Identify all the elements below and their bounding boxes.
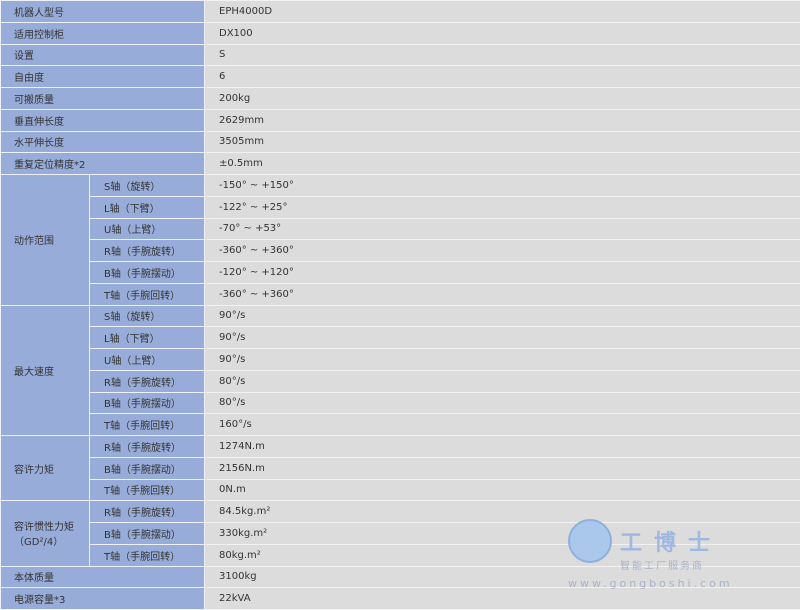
row-value: DX100 bbox=[205, 22, 800, 44]
row-label: 设置 bbox=[1, 44, 205, 66]
axis-value: -120° ~ +120° bbox=[205, 262, 800, 284]
table-row: 重复定位精度*2±0.5mm bbox=[1, 153, 800, 175]
axis-label: U轴（上臂） bbox=[90, 218, 205, 240]
axis-value: 90°/s bbox=[205, 327, 800, 349]
group-label: 动作范围 bbox=[1, 175, 90, 306]
row-label: 垂直伸长度 bbox=[1, 109, 205, 131]
row-label: 机器人型号 bbox=[1, 1, 205, 23]
table-row: U轴（上臂）-70° ~ +53° bbox=[1, 218, 800, 240]
row-label: 本体质量 bbox=[1, 566, 205, 588]
table-row: R轴（手腕旋转）-360° ~ +360° bbox=[1, 240, 800, 262]
table-row: U轴（上臂）90°/s bbox=[1, 349, 800, 371]
row-label: 可搬质量 bbox=[1, 88, 205, 110]
row-label: 自由度 bbox=[1, 66, 205, 88]
axis-label: L轴（下臂） bbox=[90, 327, 205, 349]
axis-label: S轴（旋转） bbox=[90, 305, 205, 327]
table-row: R轴（手腕旋转）80°/s bbox=[1, 370, 800, 392]
axis-label: T轴（手腕回转） bbox=[90, 414, 205, 436]
table-row: B轴（手腕摆动）80°/s bbox=[1, 392, 800, 414]
axis-value: 160°/s bbox=[205, 414, 800, 436]
axis-label: R轴（手腕旋转） bbox=[90, 240, 205, 262]
axis-label: U轴（上臂） bbox=[90, 349, 205, 371]
axis-value: 1274N.m bbox=[205, 436, 800, 458]
axis-value: -122° ~ +25° bbox=[205, 196, 800, 218]
row-value: EPH4000D bbox=[205, 1, 800, 23]
row-label: 重复定位精度*2 bbox=[1, 153, 205, 175]
table-row: T轴（手腕回转）160°/s bbox=[1, 414, 800, 436]
row-value: 6 bbox=[205, 66, 800, 88]
row-label: 适用控制柜 bbox=[1, 22, 205, 44]
axis-label: B轴（手腕摆动） bbox=[90, 523, 205, 545]
axis-value: 90°/s bbox=[205, 349, 800, 371]
axis-value: 0N.m bbox=[205, 479, 800, 501]
axis-value: 80°/s bbox=[205, 392, 800, 414]
group-label: 容许惯性力矩（GD²/4） bbox=[1, 501, 90, 566]
axis-value: 90°/s bbox=[205, 305, 800, 327]
table-row: L轴（下臂）-122° ~ +25° bbox=[1, 196, 800, 218]
axis-label: B轴（手腕摆动） bbox=[90, 392, 205, 414]
group-label: 容许力矩 bbox=[1, 436, 90, 501]
table-row: T轴（手腕回转）80kg.m² bbox=[1, 544, 800, 566]
axis-label: R轴（手腕旋转） bbox=[90, 436, 205, 458]
row-value: 3100kg bbox=[205, 566, 800, 588]
row-label: 电源容量*3 bbox=[1, 588, 205, 610]
axis-label: B轴（手腕摆动） bbox=[90, 457, 205, 479]
axis-label: R轴（手腕旋转） bbox=[90, 501, 205, 523]
row-value: 22kVA bbox=[205, 588, 800, 610]
axis-value: 2156N.m bbox=[205, 457, 800, 479]
axis-value: -150° ~ +150° bbox=[205, 175, 800, 197]
table-row: 容许惯性力矩（GD²/4）R轴（手腕旋转）84.5kg.m² bbox=[1, 501, 800, 523]
axis-value: -360° ~ +360° bbox=[205, 283, 800, 305]
row-value: 200kg bbox=[205, 88, 800, 110]
axis-value: -70° ~ +53° bbox=[205, 218, 800, 240]
axis-label: R轴（手腕旋转） bbox=[90, 370, 205, 392]
axis-label: T轴（手腕回转） bbox=[90, 544, 205, 566]
axis-value: 80°/s bbox=[205, 370, 800, 392]
row-value: S bbox=[205, 44, 800, 66]
table-row: B轴（手腕摆动）2156N.m bbox=[1, 457, 800, 479]
group-label: 最大速度 bbox=[1, 305, 90, 436]
axis-label: T轴（手腕回转） bbox=[90, 479, 205, 501]
axis-value: 330kg.m² bbox=[205, 523, 800, 545]
row-value: 2629mm bbox=[205, 109, 800, 131]
axis-value: 80kg.m² bbox=[205, 544, 800, 566]
row-value: 3505mm bbox=[205, 131, 800, 153]
axis-value: 84.5kg.m² bbox=[205, 501, 800, 523]
axis-label: L轴（下臂） bbox=[90, 196, 205, 218]
table-row: T轴（手腕回转）-360° ~ +360° bbox=[1, 283, 800, 305]
axis-value: -360° ~ +360° bbox=[205, 240, 800, 262]
row-label: 水平伸长度 bbox=[1, 131, 205, 153]
row-value: ±0.5mm bbox=[205, 153, 800, 175]
table-row: T轴（手腕回转）0N.m bbox=[1, 479, 800, 501]
axis-label: S轴（旋转） bbox=[90, 175, 205, 197]
axis-label: T轴（手腕回转） bbox=[90, 283, 205, 305]
axis-label: B轴（手腕摆动） bbox=[90, 262, 205, 284]
table-row: B轴（手腕摆动）330kg.m² bbox=[1, 523, 800, 545]
table-row: B轴（手腕摆动）-120° ~ +120° bbox=[1, 262, 800, 284]
table-row: L轴（下臂）90°/s bbox=[1, 327, 800, 349]
